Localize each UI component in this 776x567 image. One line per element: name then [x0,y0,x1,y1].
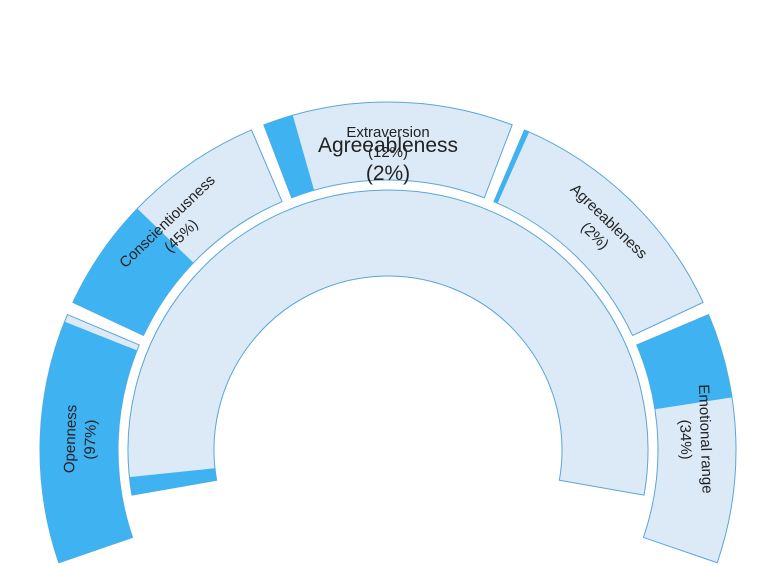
outer-label-emotional-range: Emotional range(34%) [676,384,716,494]
outer-label-emotional-range-name: Emotional range [695,384,716,494]
outer-segment-extraversion-fill [263,115,315,198]
outer-segment-extraversion-track [263,101,513,199]
outer-label-extraversion: Extraversion (12%) [346,124,429,161]
outer-label-openness-value: (97%) [81,419,99,460]
outer-segment-emotional-range-fill [636,314,733,410]
inner-ring [127,189,649,496]
outer-label-emotional-range-value: (34%) [676,419,694,460]
outer-ring [39,101,737,564]
inner-arc-track [127,189,649,496]
outer-segment-conscientiousness-fill [72,208,194,336]
outer-segment-openness-fill [39,321,138,563]
outer-label-extraversion-name: Extraversion [346,124,429,141]
outer-label-openness: Openness (97%) [61,404,100,473]
center-trait-label: Agreeableness [318,134,458,157]
outer-label-openness-name: Openness [61,404,80,473]
outer-label-extraversion-value: (12%) [368,144,408,161]
outer-segment-agreeableness-fill [493,129,530,204]
outer-segment-agreeableness-track [493,129,704,336]
center-trait-value: (2%) [366,162,410,185]
inner-arc-fill [129,468,217,496]
